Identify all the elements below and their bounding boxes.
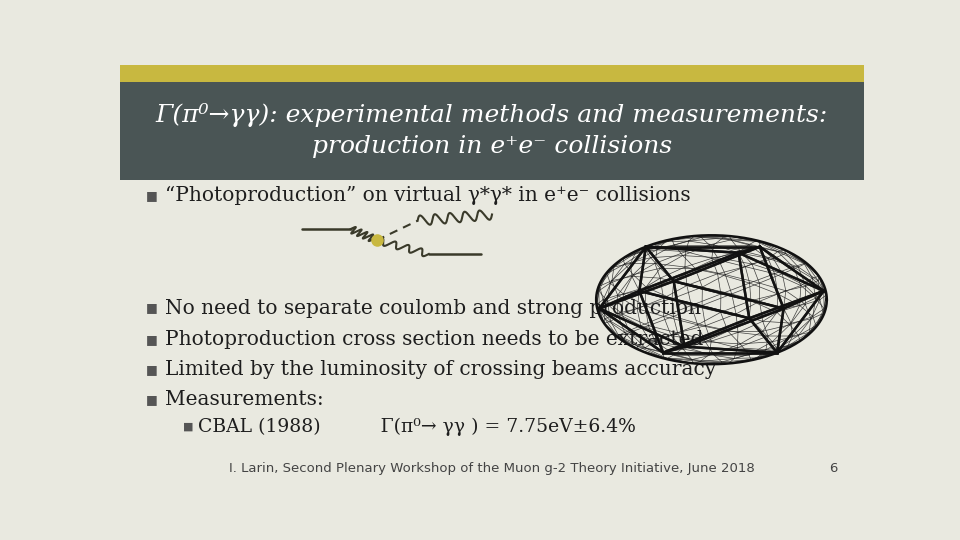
Text: production in e⁺e⁻ collisions: production in e⁺e⁻ collisions	[312, 136, 672, 158]
Text: CBAL (1988)          Γ(π⁰→ γγ ) = 7.75eV±6.4%: CBAL (1988) Γ(π⁰→ γγ ) = 7.75eV±6.4%	[198, 417, 636, 436]
Text: Measurements:: Measurements:	[165, 390, 324, 409]
Text: ■: ■	[146, 301, 157, 314]
Text: “Photoproduction” on virtual γ*γ* in e⁺e⁻ collisions: “Photoproduction” on virtual γ*γ* in e⁺e…	[165, 186, 690, 205]
Text: ■: ■	[146, 333, 157, 346]
Text: No need to separate coulomb and strong production: No need to separate coulomb and strong p…	[165, 299, 701, 318]
Text: I. Larin, Second Plenary Workshop of the Muon g-2 Theory Initiative, June 2018: I. Larin, Second Plenary Workshop of the…	[229, 462, 755, 475]
Text: ■: ■	[146, 393, 157, 406]
Text: 6: 6	[829, 462, 838, 475]
Text: ■: ■	[146, 363, 157, 376]
Text: Photoproduction cross section needs to be extracted: Photoproduction cross section needs to b…	[165, 330, 703, 349]
Bar	[120, 65, 864, 82]
Text: ■: ■	[183, 422, 194, 431]
Bar	[120, 82, 864, 180]
Text: Γ(π⁰→γγ): experimental methods and measurements:: Γ(π⁰→γγ): experimental methods and measu…	[156, 103, 828, 127]
Text: Limited by the luminosity of crossing beams accuracy: Limited by the luminosity of crossing be…	[165, 360, 716, 379]
Text: ■: ■	[146, 190, 157, 202]
